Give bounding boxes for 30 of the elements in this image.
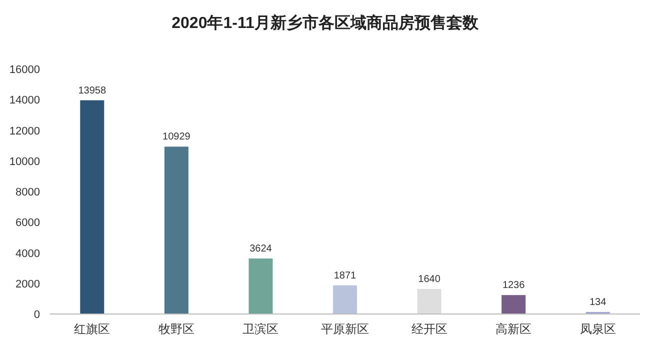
x-tick-label: 高新区 <box>496 322 532 336</box>
bar <box>248 258 273 314</box>
x-tick-label: 平原新区 <box>321 322 369 336</box>
x-tick-label: 牧野区 <box>158 322 194 336</box>
bar <box>333 285 357 314</box>
data-label: 10929 <box>162 132 191 143</box>
chart-title: 2020年1-11月新乡市各区域商品房预售套数 <box>172 13 480 32</box>
y-tick-label: 16000 <box>9 64 40 76</box>
y-tick-label: 0 <box>34 309 40 321</box>
bar <box>417 288 442 314</box>
y-tick-label: 4000 <box>16 248 40 260</box>
y-tick-label: 12000 <box>9 125 40 138</box>
y-tick-label: 8000 <box>16 186 40 198</box>
x-tick-label: 凤泉区 <box>580 322 616 336</box>
y-tick-label: 10000 <box>9 156 40 168</box>
data-label: 13958 <box>78 85 106 96</box>
bar <box>164 146 188 314</box>
y-tick-label: 2000 <box>16 278 40 290</box>
bar <box>80 100 104 314</box>
y-tick-label: 14000 <box>9 94 40 107</box>
data-label: 1236 <box>502 280 526 292</box>
x-tick-label: 卫滨区 <box>242 322 279 336</box>
x-tick-label: 红旗区 <box>74 322 110 336</box>
data-label: 1871 <box>334 270 357 282</box>
y-tick-label: 6000 <box>16 217 40 230</box>
data-label: 1640 <box>418 274 441 285</box>
data-label: 3624 <box>250 244 272 255</box>
bar <box>502 295 526 314</box>
data-label: 134 <box>590 296 607 308</box>
x-tick-label: 经开区 <box>411 322 448 336</box>
